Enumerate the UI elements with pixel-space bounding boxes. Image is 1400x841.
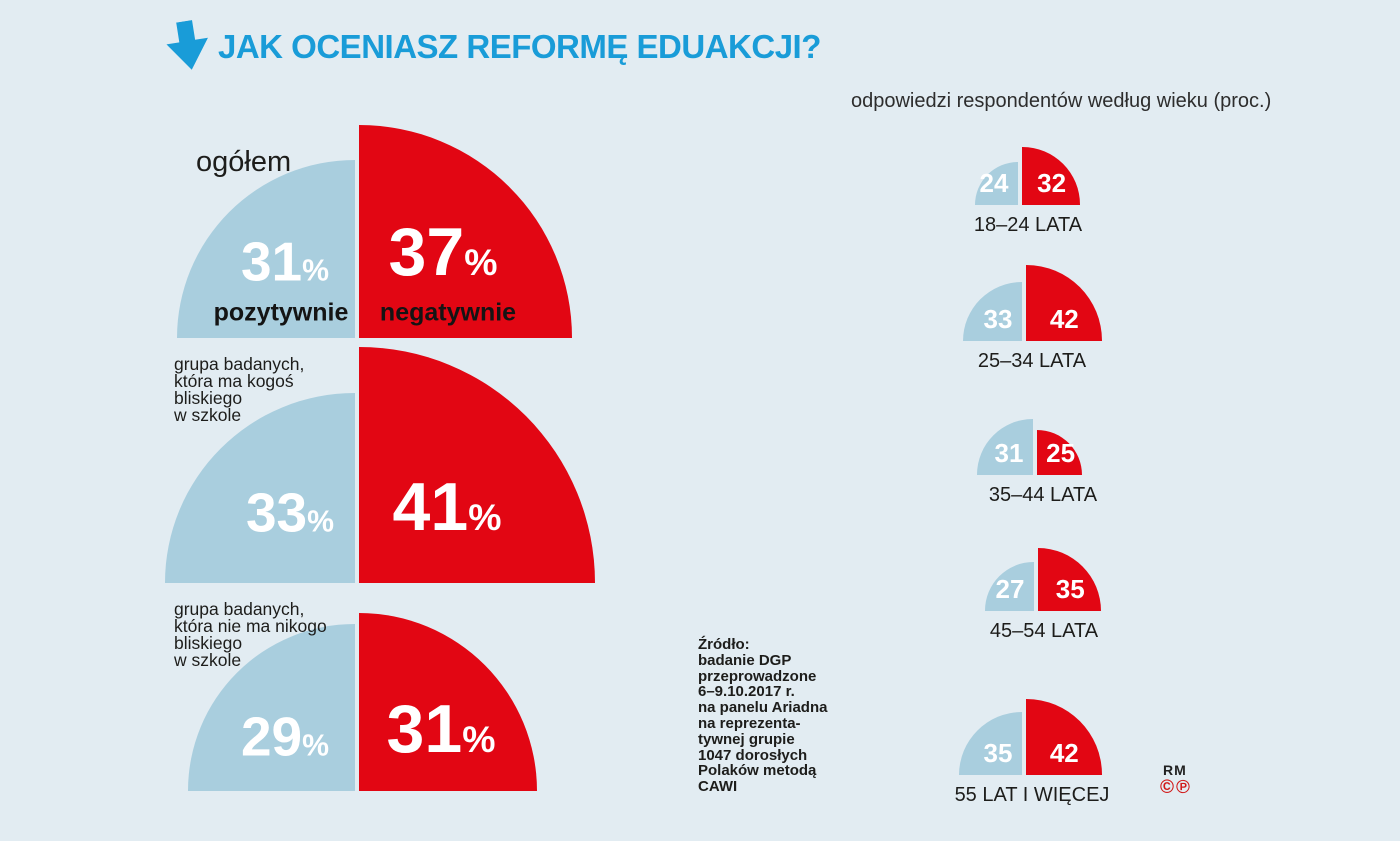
negative-value: 35: [1055, 574, 1085, 604]
source-line: 6–9.10.2017 r.: [698, 683, 795, 701]
group-label: ogółem: [196, 146, 292, 178]
positive-value: 35: [983, 738, 1013, 768]
positive-value: 31%: [240, 230, 330, 293]
group-label: grupa badanych, która ma kogoś bliskiego…: [174, 354, 305, 425]
positive-value: 31: [994, 438, 1024, 468]
down-arrow-icon: [166, 20, 208, 70]
source-line: Źródło:: [698, 636, 750, 653]
age-label: 45–54 LATA: [989, 620, 1099, 642]
negative-quarter: [359, 347, 595, 583]
source-line: badanie DGP: [698, 651, 792, 669]
percent-sign: %: [462, 718, 496, 760]
source-note: Źródło: badanie DGP przeprowadzone 6–9.10.2…: [698, 637, 827, 795]
copyright-phonogram-icons: ©℗: [1160, 777, 1192, 798]
page-title: JAK OCENIASZ REFORMĘ EDUAKCJI?: [218, 28, 821, 65]
positive-value: 27: [995, 574, 1025, 604]
negative-value: 42: [1049, 738, 1079, 768]
positive-value: 33: [983, 304, 1013, 334]
percent-sign: %: [468, 496, 502, 538]
age-label: 35–44 LATA: [988, 484, 1098, 506]
negative-value: 25: [1046, 438, 1076, 468]
age-label: 25–34 LATA: [977, 350, 1087, 372]
negative-value: 42: [1049, 304, 1079, 334]
age-section-title: odpowiedzi respondentów według wieku (pr…: [851, 90, 1272, 112]
source-line: Polaków metodą: [698, 762, 817, 780]
negative-value: 31%: [386, 691, 496, 767]
source-line: 1047 dorosłych: [698, 746, 808, 764]
negative-value: 37%: [388, 214, 498, 290]
source-line: CAWI: [698, 778, 738, 796]
percent-sign: %: [464, 241, 498, 283]
legend-negative: negatywnie: [379, 298, 517, 327]
source-line: na panelu Ariadna: [698, 699, 828, 717]
percent-sign: %: [302, 729, 330, 763]
positive-value: 29%: [240, 705, 330, 768]
percent-sign: %: [307, 505, 335, 539]
source-line: tywnej grupie: [698, 730, 795, 748]
negative-value: 32: [1037, 168, 1067, 198]
age-label: 18–24 LATA: [973, 214, 1083, 236]
source-line: na reprezenta-: [698, 714, 801, 732]
source-line: przeprowadzone: [698, 667, 817, 685]
group-label: grupa badanych, która nie ma nikogo blis…: [174, 599, 327, 670]
age-label: 55 LAT I WIĘCEJ: [954, 784, 1110, 806]
positive-value: 33%: [245, 481, 335, 544]
positive-value: 24: [979, 168, 1009, 198]
percent-sign: %: [302, 254, 330, 288]
credit-rm: RM: [1163, 762, 1187, 778]
negative-value: 41%: [392, 469, 502, 545]
legend-positive: pozytywnie: [213, 298, 349, 327]
